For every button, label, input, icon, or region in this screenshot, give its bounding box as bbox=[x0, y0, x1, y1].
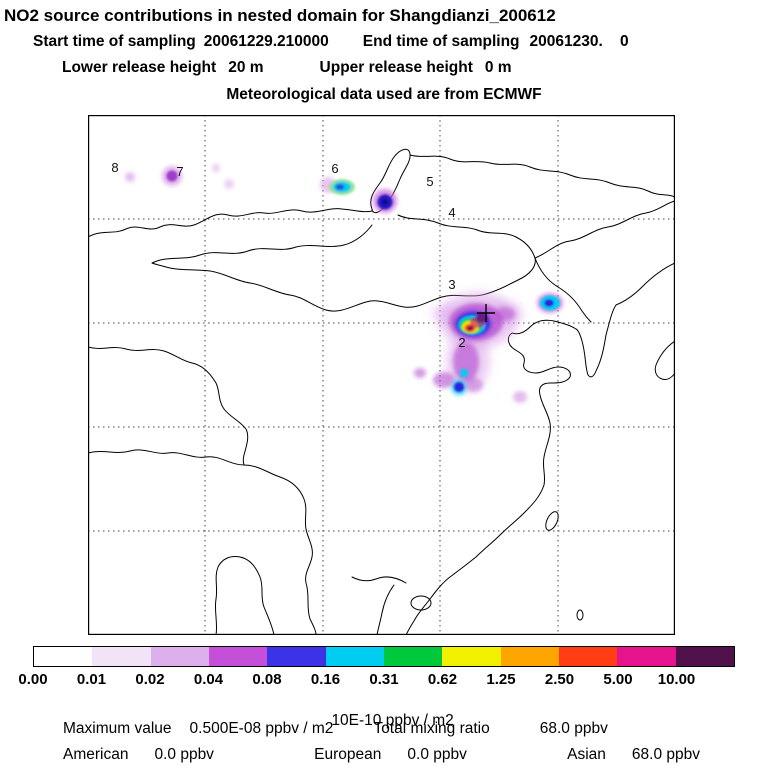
colorbar-tick-label: 10.00 bbox=[657, 671, 696, 688]
region-european: European 0.0 ppbv bbox=[314, 746, 467, 764]
colorbar-tick-label: 5.00 bbox=[603, 671, 633, 688]
region-asian-label: Asian bbox=[567, 746, 606, 763]
colorbar-segment bbox=[442, 647, 501, 666]
colorbar-tick-label: 0.04 bbox=[193, 671, 224, 688]
colorbar-tick-label: 0.08 bbox=[252, 671, 282, 688]
colorbar-segment bbox=[383, 647, 443, 666]
colorbar-tick-label: 0.02 bbox=[135, 671, 165, 688]
site-label-8: 8 bbox=[111, 160, 118, 175]
start-time-value: 20061229.210000 bbox=[203, 33, 329, 50]
total-mixing-ratio-value: 68.0 ppbv bbox=[539, 720, 608, 737]
region-american-label: American bbox=[63, 746, 129, 763]
upper-release-label: Upper release height bbox=[319, 59, 473, 76]
plume-layer bbox=[125, 164, 563, 403]
map-area: 8 7 6 5 4 3 2 bbox=[87, 115, 676, 636]
lower-release-value: 20 m bbox=[228, 59, 264, 76]
region-european-value: 0.0 ppbv bbox=[407, 746, 467, 763]
colorbar-tick-label: 2.50 bbox=[544, 671, 575, 688]
upper-release-value: 0 m bbox=[484, 59, 512, 76]
colorbar-segment bbox=[558, 647, 618, 666]
colorbar-tick-label: 0.31 bbox=[369, 671, 399, 688]
region-asian: Asian 68.0 ppbv bbox=[567, 746, 700, 764]
colorbar-segment bbox=[208, 647, 268, 666]
region-european-label: European bbox=[314, 746, 382, 763]
colorbar-tick-label: 0.01 bbox=[76, 671, 107, 688]
region-contributions-line: American 0.0 ppbv European 0.0 ppbv Asia… bbox=[63, 746, 700, 764]
colorbar-segment bbox=[92, 647, 151, 666]
max-value-line: Maximum value 0.500E-08 ppbv / m2 Total … bbox=[63, 720, 608, 738]
site-label-4: 4 bbox=[448, 205, 455, 220]
receptor-cross-marker bbox=[477, 304, 495, 322]
met-data-line: Meteorological data used are from ECMWF bbox=[0, 86, 768, 104]
site-label-3: 3 bbox=[448, 277, 455, 292]
site-label-7: 7 bbox=[176, 164, 183, 179]
colorbar-segment bbox=[267, 647, 326, 666]
lower-release-label: Lower release height bbox=[62, 59, 217, 76]
colorbar bbox=[33, 646, 735, 667]
sampling-line: Start time of sampling 20061229.210000 E… bbox=[33, 33, 629, 51]
site-label-5: 5 bbox=[426, 174, 433, 189]
colorbar-segment bbox=[617, 647, 676, 666]
map-svg: 8 7 6 5 4 3 2 bbox=[87, 115, 676, 636]
region-american: American 0.0 ppbv bbox=[63, 746, 214, 764]
colorbar-segment bbox=[150, 647, 209, 666]
start-time-label: Start time of sampling bbox=[33, 33, 196, 50]
colorbar-segment bbox=[500, 647, 559, 666]
colorbar-segment bbox=[325, 647, 384, 666]
end-time-label: End time of sampling bbox=[362, 33, 520, 50]
met-data-text: Meteorological data used are from ECMWF bbox=[226, 86, 542, 103]
colorbar-unit-text: 10E-10 ppbv / m2 bbox=[331, 712, 454, 729]
region-american-value: 0.0 ppbv bbox=[154, 746, 214, 763]
colorbar-segment bbox=[34, 647, 93, 666]
release-height-line: Lower release height 20 m Upper release … bbox=[62, 59, 512, 77]
max-value-label: Maximum value bbox=[63, 720, 172, 737]
site-label-6: 6 bbox=[331, 161, 338, 176]
site-labels: 8 7 6 5 4 3 2 bbox=[111, 160, 465, 350]
coastlines bbox=[87, 148, 676, 636]
colorbar-segment bbox=[675, 647, 734, 666]
end-time-value: 20061230. 0 bbox=[529, 33, 629, 50]
map-frame bbox=[88, 115, 675, 635]
colorbar-unit: 10E-10 ppbv / m2 bbox=[0, 694, 768, 748]
colorbar-tick-label: 1.25 bbox=[486, 671, 516, 688]
colorbar-tick-label: 0.16 bbox=[310, 671, 341, 688]
max-value: 0.500E-08 ppbv / m2 bbox=[189, 720, 334, 737]
colorbar-tick-labels: 0.00 0.01 0.02 0.04 0.08 0.16 0.31 0.62 1.25 2.50… bbox=[18, 671, 735, 689]
region-asian-value: 68.0 ppbv bbox=[631, 746, 700, 763]
plot-title: NO2 source contributions in nested domai… bbox=[4, 6, 556, 25]
colorbar-tick-label: 0.00 bbox=[18, 671, 48, 688]
site-label-2: 2 bbox=[458, 335, 465, 350]
total-mixing-ratio-label: Total mixing ratio bbox=[373, 720, 490, 737]
colorbar-tick-label: 0.62 bbox=[427, 671, 458, 688]
